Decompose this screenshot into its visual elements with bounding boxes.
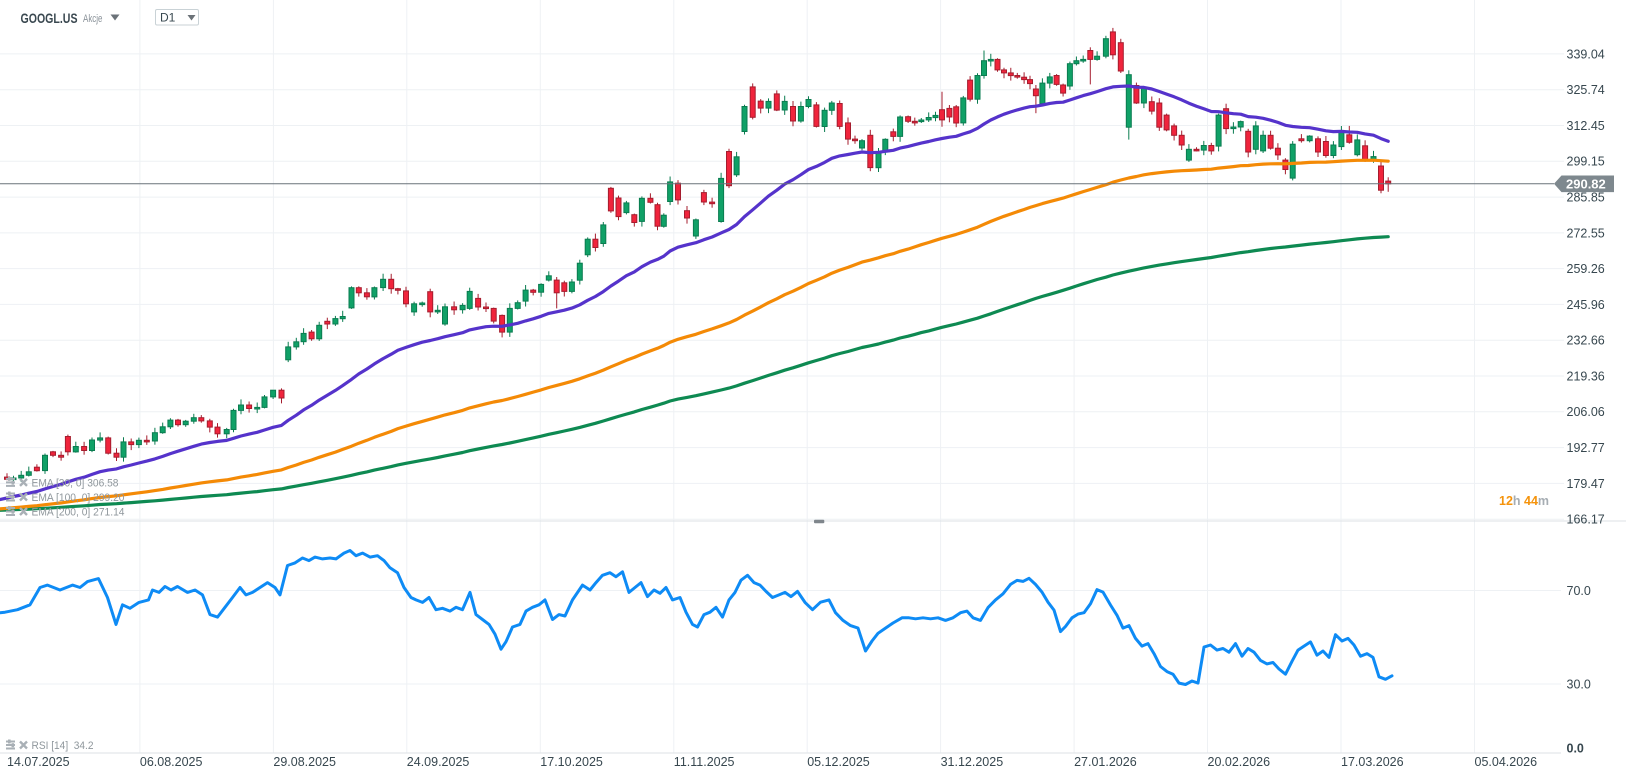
svg-text:27.01.2026: 27.01.2026: [1074, 755, 1137, 769]
svg-text:GOOGL.US: GOOGL.US: [21, 10, 78, 26]
svg-text:166.17: 166.17: [1567, 513, 1605, 527]
svg-text:EMA [100, 0] 299.20: EMA [100, 0] 299.20: [32, 492, 125, 504]
svg-text:RSI [14] 34.2: RSI [14] 34.2: [32, 740, 94, 752]
svg-text:290.82: 290.82: [1566, 176, 1606, 191]
svg-text:20.02.2026: 20.02.2026: [1208, 755, 1271, 769]
svg-text:11.11.2025: 11.11.2025: [674, 755, 735, 769]
svg-text:285.85: 285.85: [1567, 191, 1605, 205]
svg-text:219.36: 219.36: [1567, 369, 1605, 383]
svg-text:17.10.2025: 17.10.2025: [540, 755, 603, 769]
svg-text:299.15: 299.15: [1567, 155, 1605, 169]
svg-text:70.0: 70.0: [1567, 584, 1591, 598]
svg-text:EMA [200, 0] 271.14: EMA [200, 0] 271.14: [32, 507, 125, 519]
svg-text:192.77: 192.77: [1567, 441, 1605, 455]
svg-text:EMA [30, 0] 306.58: EMA [30, 0] 306.58: [32, 477, 119, 489]
svg-text:245.96: 245.96: [1567, 298, 1605, 312]
svg-text:312.45: 312.45: [1567, 119, 1605, 133]
svg-text:24.09.2025: 24.09.2025: [407, 755, 470, 769]
svg-text:29.08.2025: 29.08.2025: [273, 755, 336, 769]
svg-text:272.55: 272.55: [1567, 226, 1605, 240]
svg-text:259.26: 259.26: [1567, 262, 1605, 276]
svg-text:12h 44m: 12h 44m: [1499, 494, 1549, 508]
svg-text:179.47: 179.47: [1567, 477, 1605, 491]
svg-text:0.0: 0.0: [1567, 742, 1584, 756]
svg-text:30.0: 30.0: [1567, 677, 1591, 691]
svg-text:17.03.2026: 17.03.2026: [1341, 755, 1404, 769]
svg-text:14.07.2025: 14.07.2025: [7, 755, 70, 769]
svg-text:05.04.2026: 05.04.2026: [1475, 755, 1538, 769]
svg-text:232.66: 232.66: [1567, 334, 1605, 348]
svg-text:325.74: 325.74: [1567, 83, 1605, 97]
svg-text:06.08.2025: 06.08.2025: [140, 755, 203, 769]
svg-text:Akcje: Akcje: [83, 13, 103, 25]
svg-text:05.12.2025: 05.12.2025: [807, 755, 870, 769]
svg-text:206.06: 206.06: [1567, 405, 1605, 419]
svg-text:D1: D1: [160, 11, 176, 25]
svg-text:31.12.2025: 31.12.2025: [941, 755, 1004, 769]
svg-text:339.04: 339.04: [1567, 47, 1605, 61]
